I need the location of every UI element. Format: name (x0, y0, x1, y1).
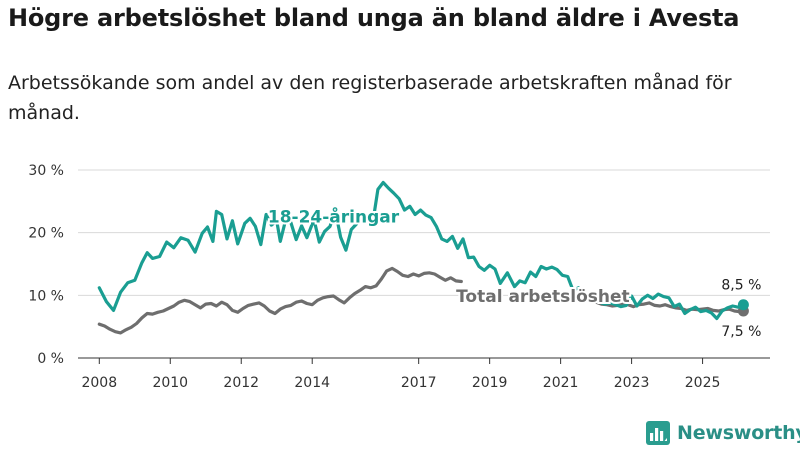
bar-chart-logo-icon (646, 421, 670, 445)
newsworthy-brand: Newsworthy (646, 419, 800, 447)
series-label-total: Total arbetslöshet (456, 287, 630, 307)
chart-title: Högre arbetslöshet bland unga än bland ä… (8, 4, 740, 32)
end-value-label-youth: 8,5 % (721, 278, 761, 294)
end-point-youth (737, 299, 749, 311)
series-line-youth (97, 180, 745, 321)
chart-subtitle: Arbetssökande som andel av den registerb… (8, 72, 732, 124)
brand-name: Newsworthy (677, 422, 800, 444)
x-tick-label: 2019 (472, 375, 508, 391)
y-tick-label: 10 % (28, 288, 64, 304)
x-tick-label: 2010 (152, 375, 188, 391)
series-label-youth: 18-24-åringar (268, 206, 400, 228)
series-line-total (97, 266, 745, 335)
y-tick-label: 30 % (28, 163, 64, 179)
end-value-label-total: 7,5 % (721, 324, 761, 340)
x-tick-label: 2025 (685, 375, 721, 391)
y-tick-label: 20 % (28, 226, 64, 242)
x-tick-label: 2012 (223, 375, 259, 391)
x-tick-label: 2008 (81, 375, 117, 391)
y-tick-label: 0 % (37, 351, 64, 367)
series-lines (97, 180, 749, 335)
x-tick-label: 2014 (294, 375, 330, 391)
series-labels: 18-24-åringar Total arbetslöshet 8,5 % 7,5 … (266, 204, 762, 340)
y-gridlines (78, 169, 770, 296)
x-tick-label: 2017 (401, 375, 437, 391)
x-axis-ticks: 2008 2010 2012 2014 2017 2019 2021 2023 2025 (81, 358, 720, 391)
x-tick-label: 2023 (614, 375, 650, 391)
y-axis-ticks: 0 % 10 % 20 % 30 % (28, 163, 64, 367)
x-tick-label: 2021 (543, 375, 579, 391)
